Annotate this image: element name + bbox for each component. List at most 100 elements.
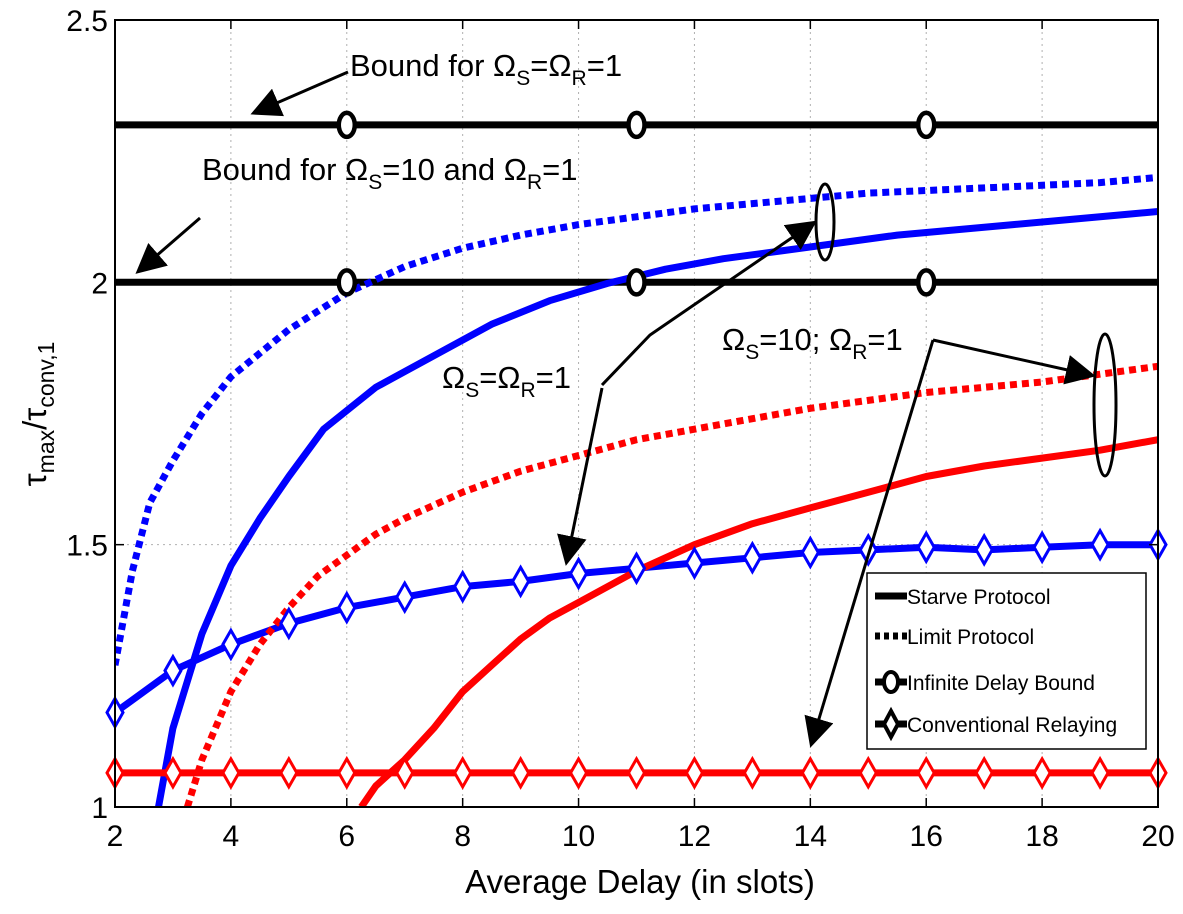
marker-circle-bound_1_1	[336, 110, 358, 140]
y-tick-label: 2	[91, 267, 108, 300]
tick-layer: 2 4 6 8 10 12 14 16 18 20 1 1.5 2 2.5	[66, 5, 1174, 853]
marker-diamond-conv_1_1	[1032, 530, 1052, 565]
annotation-bound-10-1-sub-s: S	[368, 171, 382, 194]
arrow-bound-1-1	[250, 70, 349, 117]
annotation-bound-10-1-sub-r: R	[527, 171, 542, 194]
marker-diamond-conv_10_1	[568, 755, 589, 790]
marker-diamond-conv_1_1	[800, 535, 821, 570]
marker-diamond-conv_10_1	[916, 755, 936, 790]
annotation-group-1-1-sub-s: S	[465, 379, 479, 402]
annotation-bound-1-1-omega-r: Ω	[548, 48, 571, 83]
marker-diamond-conv_1_1	[742, 540, 763, 575]
y-axis-label-sub-max: max	[33, 429, 59, 473]
x-tick-label: 6	[338, 820, 355, 853]
marker-circle-bound_10_1	[626, 268, 647, 297]
legend-item-conventional: Conventional Relaying	[875, 706, 1117, 742]
annotation-bound-10-1-omega-s: Ω	[345, 152, 368, 187]
marker-diamond-conv_1_1	[394, 580, 415, 615]
annotation-group-1-1: ΩS=ΩR=1	[442, 360, 571, 402]
ellipse-group-10-1	[1092, 332, 1118, 478]
annotation-bound-1-1-tail: =1	[587, 48, 622, 83]
y-axis-label-slash: /τ	[16, 408, 53, 430]
legend-item-infinite: Infinite Delay Bound	[875, 670, 1095, 695]
annotation-bound-1-1-eq: =	[530, 48, 548, 83]
y-axis-label-tau: τ	[16, 473, 53, 486]
annotation-group-1-1-eq: =	[479, 360, 497, 395]
marker-diamond-conv_10_1	[510, 755, 531, 790]
annotation-group-10-1-sub-s: S	[745, 341, 759, 364]
marker-diamond-conv_10_1	[684, 755, 705, 790]
marker-diamond-conv_1_1	[684, 546, 705, 581]
legend: Starve Protocol Limit Protocol Infinite …	[866, 572, 1147, 750]
y-tick-label: 1.5	[66, 530, 108, 563]
annotation-bound-10-1-tail: =1	[542, 152, 577, 187]
marker-circle-bound_1_1	[626, 110, 647, 140]
annotation-group-1-1-tail: =1	[536, 360, 571, 395]
arrow-group-1-1-lower	[557, 387, 604, 566]
legend-item-starve: Starve Protocol	[875, 586, 1051, 609]
marker-diamond-conv_10_1	[858, 755, 879, 790]
marker-diamond-conv_10_1	[626, 755, 647, 790]
marker-diamond-conv_10_1	[163, 755, 183, 790]
annotation-bound-1-1-prefix: Bound for	[350, 48, 493, 83]
annotation-bound-1-1: Bound for ΩS=ΩR=1	[350, 48, 622, 90]
marker-diamond-conv_1_1	[1090, 527, 1110, 562]
marker-diamond-conv_10_1	[452, 755, 473, 790]
marker-diamond-conv_10_1	[221, 755, 241, 790]
marker-diamond-conv_1_1	[221, 627, 241, 662]
annotation-bound-10-1-eq: =10 and	[382, 152, 504, 187]
annotation-group-10-1-omega-s: Ω	[722, 322, 745, 357]
annotation-group-1-1-omega-s: Ω	[442, 360, 465, 395]
y-tick-label: 2.5	[66, 5, 108, 38]
marker-diamond-conv_10_1	[279, 755, 299, 790]
annotation-bound-1-1-sub-r: R	[572, 67, 587, 90]
marker-diamond-conv_1_1	[337, 590, 357, 625]
legend-label-starve: Starve Protocol	[907, 586, 1051, 609]
annotation-group-1-1-sub-r: R	[521, 379, 536, 402]
legend-label-conventional: Conventional Relaying	[907, 714, 1117, 737]
y-tick-label: 1	[91, 792, 108, 825]
annotation-group-10-1: ΩS=10; ΩR=1	[722, 322, 903, 364]
marker-diamond-conv_1_1	[163, 653, 183, 688]
marker-diamond-conv_1_1	[279, 606, 299, 641]
x-tick-label: 12	[678, 820, 711, 853]
annotation-group-10-1-tail: =1	[867, 322, 902, 357]
ellipse-group-1-1	[814, 182, 836, 262]
marker-diamond-conv_10_1	[1032, 755, 1052, 790]
legend-swatch-circle	[882, 670, 900, 694]
marker-diamond-conv_1_1	[510, 564, 531, 599]
legend-swatch-diamond	[881, 706, 901, 742]
x-tick-label: 10	[562, 820, 595, 853]
annotation-group-10-1-eq: =10;	[759, 322, 829, 357]
legend-label-infinite: Infinite Delay Bound	[907, 672, 1095, 695]
y-axis-label-sub-conv: conv,1	[33, 342, 59, 408]
x-axis-label: Average Delay (in slots)	[465, 863, 815, 900]
x-tick-label: 18	[1025, 820, 1058, 853]
x-tick-label: 20	[1141, 820, 1174, 853]
annotation-arrows	[135, 70, 1118, 748]
marker-diamond-conv_10_1	[742, 755, 763, 790]
arrow-bound-10-1	[135, 216, 201, 274]
annotation-bound-1-1-sub-s: S	[516, 67, 530, 90]
marker-diamond-conv_1_1	[916, 530, 936, 565]
annotation-bound-1-1-omega-s: Ω	[493, 48, 516, 83]
x-tick-label: 8	[454, 820, 471, 853]
annotation-group-10-1-omega-r: Ω	[829, 322, 852, 357]
series-line-starve_1_1	[155, 208, 1158, 807]
marker-diamond-conv_10_1	[337, 755, 357, 790]
legend-label-limit: Limit Protocol	[907, 626, 1034, 649]
legend-box	[866, 572, 1147, 750]
marker-circle-bound_1_1	[915, 110, 937, 140]
marker-circle-bound_10_1	[915, 268, 937, 297]
marker-diamond-conv_1_1	[452, 569, 473, 604]
annotation-bound-10-1-omega-r: Ω	[504, 152, 527, 187]
x-tick-label: 2	[107, 820, 124, 853]
x-tick-label: 16	[910, 820, 943, 853]
marker-diamond-conv_1_1	[626, 551, 647, 586]
marker-diamond-conv_10_1	[974, 755, 994, 790]
marker-diamond-conv_1_1	[974, 532, 994, 567]
connector-group-10-1	[932, 338, 1096, 385]
legend-item-limit: Limit Protocol	[875, 626, 1034, 649]
marker-diamond-conv_10_1	[1090, 755, 1110, 790]
annotation-group-1-1-omega-r: Ω	[497, 360, 520, 395]
